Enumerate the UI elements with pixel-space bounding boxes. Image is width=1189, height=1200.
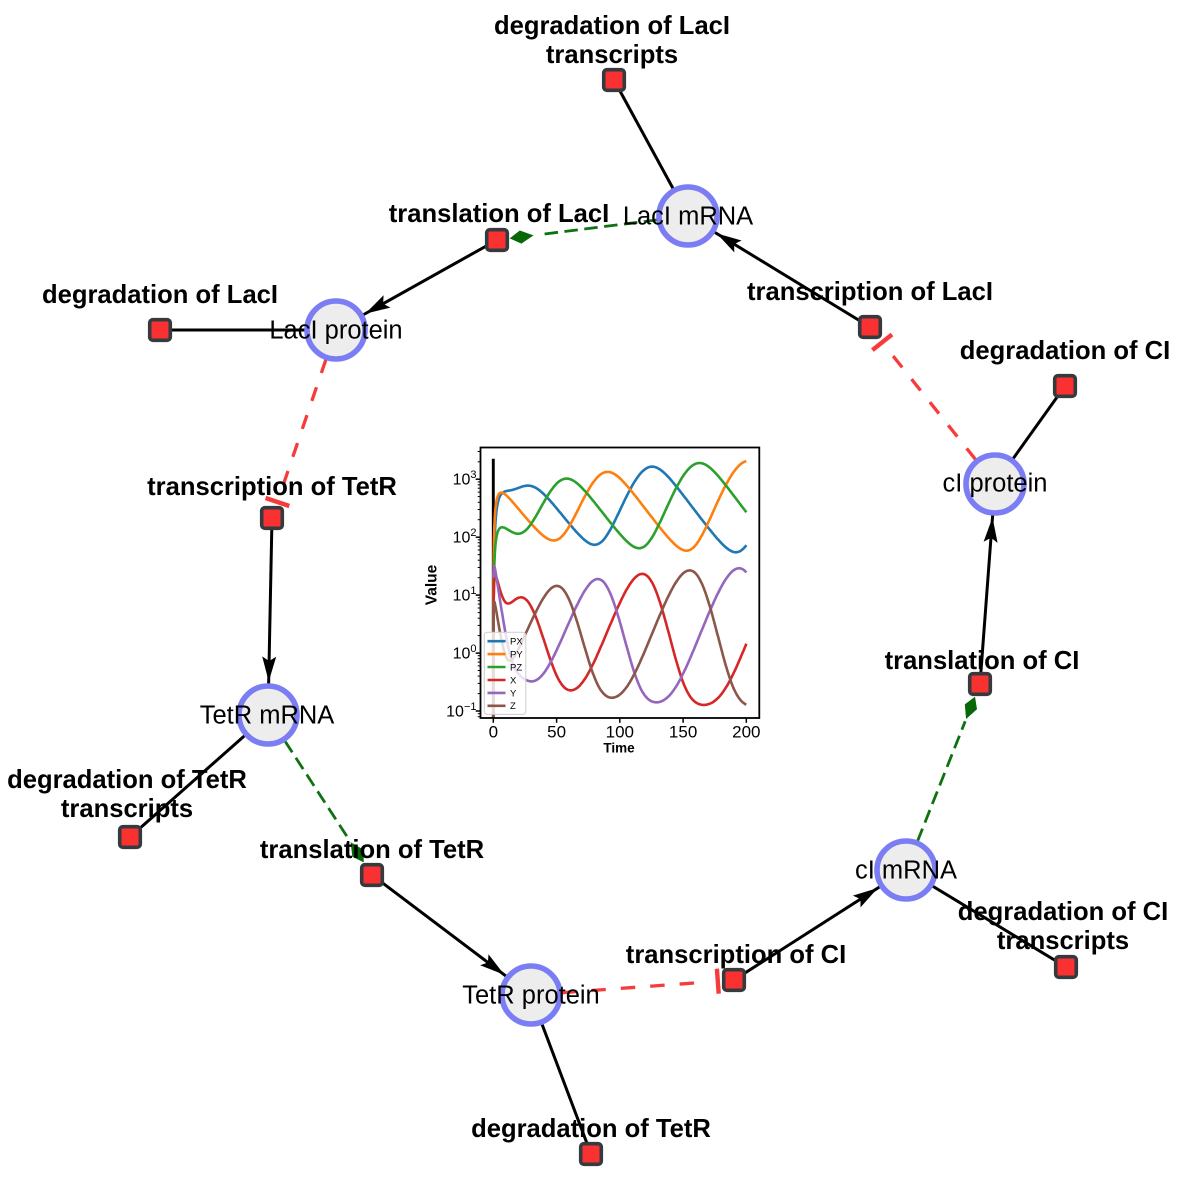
svg-text:translation of TetR: translation of TetR — [260, 836, 484, 864]
svg-text:102: 102 — [453, 527, 477, 547]
svg-text:100: 100 — [453, 643, 477, 663]
svg-text:cI protein: cI protein — [943, 470, 1048, 498]
svg-text:Z: Z — [510, 701, 516, 712]
svg-text:10−1: 10−1 — [446, 701, 476, 721]
svg-text:PZ: PZ — [510, 662, 522, 673]
svg-text:transcripts: transcripts — [997, 927, 1129, 955]
svg-text:degradation of CI: degradation of CI — [960, 337, 1170, 365]
svg-text:transcription of LacI: transcription of LacI — [747, 278, 993, 306]
svg-text:Time: Time — [603, 741, 635, 756]
svg-text:cI mRNA: cI mRNA — [855, 857, 957, 885]
svg-text:0: 0 — [489, 723, 498, 742]
svg-text:degradation of CI: degradation of CI — [958, 898, 1168, 926]
svg-text:PY: PY — [510, 650, 523, 661]
svg-text:X: X — [510, 675, 517, 686]
svg-text:103: 103 — [453, 469, 477, 489]
svg-text:101: 101 — [453, 585, 477, 605]
svg-text:Y: Y — [510, 688, 517, 699]
svg-text:transcription of TetR: transcription of TetR — [147, 473, 397, 501]
svg-text:200: 200 — [732, 723, 760, 742]
svg-text:LacI protein: LacI protein — [269, 317, 402, 345]
svg-text:TetR mRNA: TetR mRNA — [200, 702, 335, 730]
svg-text:degradation of TetR: degradation of TetR — [7, 766, 247, 794]
svg-text:TetR protein: TetR protein — [462, 982, 600, 1010]
svg-text:transcripts: transcripts — [546, 41, 678, 69]
svg-text:degradation of LacI: degradation of LacI — [42, 281, 278, 309]
svg-text:150: 150 — [669, 723, 697, 742]
svg-text:LacI mRNA: LacI mRNA — [623, 203, 753, 231]
svg-text:Value: Value — [424, 564, 441, 605]
svg-text:PX: PX — [510, 637, 523, 648]
svg-text:100: 100 — [606, 723, 634, 742]
svg-text:degradation of LacI: degradation of LacI — [494, 12, 730, 40]
svg-text:50: 50 — [547, 723, 566, 742]
svg-text:translation of CI: translation of CI — [885, 647, 1080, 675]
svg-text:transcripts: transcripts — [61, 795, 193, 823]
svg-text:degradation of TetR: degradation of TetR — [471, 1115, 711, 1143]
svg-text:transcription of CI: transcription of CI — [626, 941, 846, 969]
svg-text:translation of LacI: translation of LacI — [389, 200, 609, 228]
